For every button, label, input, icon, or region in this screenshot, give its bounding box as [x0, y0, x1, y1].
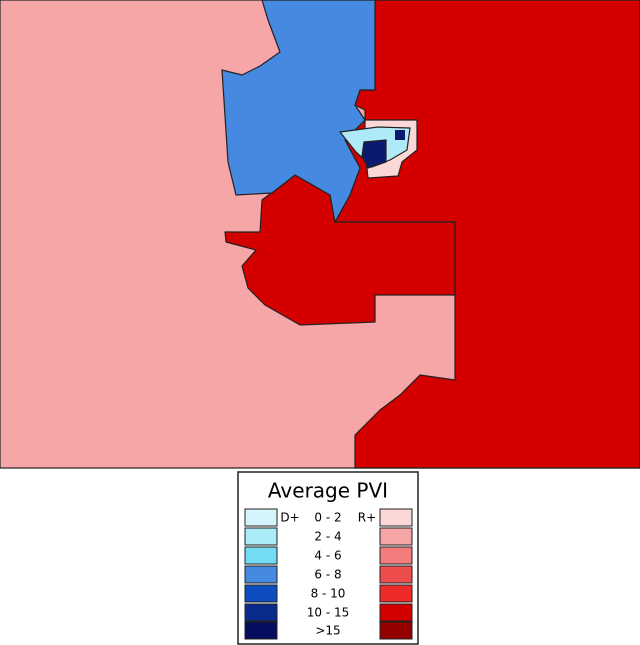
map: [0, 0, 640, 469]
swatch-r: [379, 603, 413, 622]
range-label: 0 - 2: [314, 511, 341, 525]
legend: Average PVI D+ R+ 0 - 2 2 - 4 4 - 6 6 - …: [237, 471, 419, 645]
swatch-d: [244, 508, 278, 527]
range-label: 8 - 10: [311, 587, 346, 601]
range-label: 6 - 8: [314, 568, 341, 582]
district-urban-part: [395, 130, 405, 140]
range-label: 2 - 4: [314, 530, 341, 544]
swatch-r: [379, 565, 413, 584]
swatch-r: [379, 546, 413, 565]
swatch-r: [379, 527, 413, 546]
swatch-d: [244, 565, 278, 584]
swatch-d: [244, 527, 278, 546]
legend-title: Average PVI: [268, 479, 388, 503]
district-urban: [361, 139, 387, 169]
swatch-d: [244, 584, 278, 603]
swatch-r: [379, 584, 413, 603]
swatch-d: [244, 621, 278, 640]
range-label: >15: [315, 624, 340, 638]
range-label: 10 - 15: [307, 606, 350, 620]
swatch-r: [379, 508, 413, 527]
right-label: R+: [358, 511, 376, 525]
swatch-d: [244, 546, 278, 565]
swatch-r: [379, 621, 413, 640]
left-label: D+: [280, 511, 299, 525]
district-north-blue: [221, 0, 376, 223]
range-label: 4 - 6: [314, 549, 341, 563]
swatch-d: [244, 603, 278, 622]
